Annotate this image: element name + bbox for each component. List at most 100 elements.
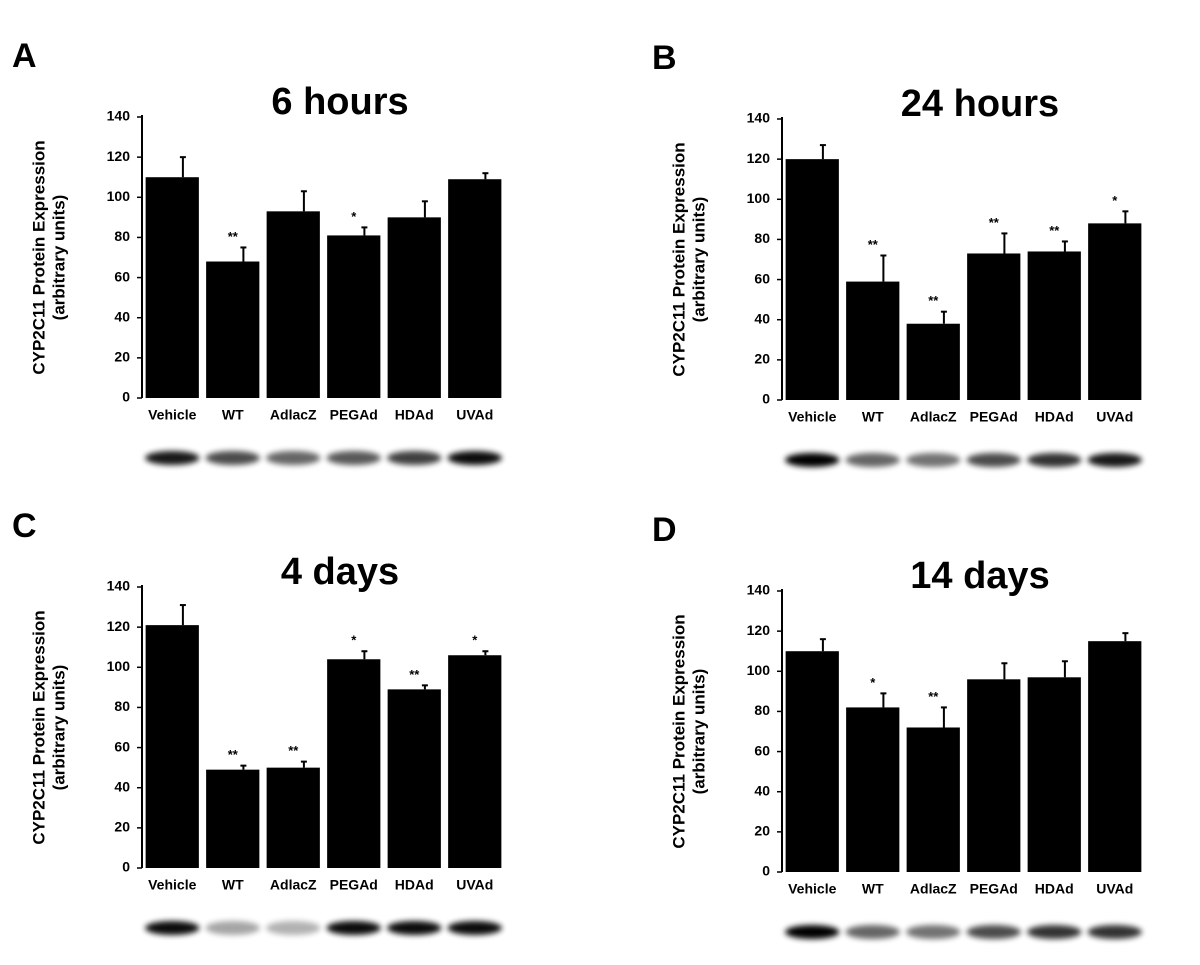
blot-band [326,451,381,465]
y-tick-label: 120 [747,622,771,638]
x-tick-label: WT [862,881,884,897]
x-tick-label: UVAd [456,877,493,893]
y-axis-label: (arbitrary units) [689,669,708,795]
blot-band [1027,925,1082,939]
x-tick-label: UVAd [1096,881,1133,897]
bar [145,625,199,868]
bar [448,179,502,398]
panel-label: B [652,39,677,77]
bar [846,707,900,872]
panel-label: C [12,507,37,545]
y-tick-label: 100 [747,662,771,678]
x-tick-label: HDAd [395,877,434,893]
blot-band [1087,925,1142,939]
significance-label: ** [1049,223,1060,238]
bar [145,177,199,398]
y-tick-label: 60 [754,270,770,286]
blot-band [387,921,442,935]
y-tick-label: 40 [114,308,130,324]
bar [1088,223,1142,400]
x-tick-label: Vehicle [148,877,196,893]
y-tick-label: 120 [107,618,131,634]
y-tick-label: 20 [754,351,770,367]
blot-band [1087,453,1142,467]
bar [967,679,1021,872]
y-tick-label: 0 [122,389,130,405]
y-axis-label: CYP2C11 Protein Expression [29,140,48,374]
y-tick-label: 20 [754,823,770,839]
y-tick-label: 20 [114,349,130,365]
panel-label: A [12,37,37,75]
blot-band [266,451,321,465]
blot-band [845,453,900,467]
blot-band [447,921,502,935]
chart-title: 4 days [281,551,399,593]
significance-label: ** [989,215,1000,230]
y-tick-label: 80 [114,228,130,244]
chart-title: 6 hours [271,81,408,123]
blot-band [145,451,200,465]
y-tick-label: 140 [107,578,131,594]
blot-band [906,925,961,939]
blot-band [1027,453,1082,467]
significance-label: * [351,633,357,648]
significance-label: ** [228,229,239,244]
x-tick-label: AdlacZ [910,881,957,897]
chart-title: 24 hours [901,83,1059,125]
bar [266,767,320,868]
x-tick-label: AdlacZ [270,407,317,423]
y-axis-label: (arbitrary units) [49,195,68,321]
bar [327,659,381,868]
bar [448,655,502,868]
y-tick-label: 140 [747,110,771,126]
bar [266,211,320,398]
y-tick-label: 100 [107,188,131,204]
y-tick-label: 140 [747,582,771,598]
blot-band [326,921,381,935]
y-tick-label: 100 [747,190,771,206]
bar [785,159,839,400]
bar [387,217,441,398]
x-tick-label: UVAd [1096,409,1133,425]
blot-band [266,921,321,935]
bar [846,281,900,400]
bar [206,769,260,868]
y-tick-label: 140 [107,108,131,124]
x-tick-label: Vehicle [148,407,196,423]
x-tick-label: UVAd [456,407,493,423]
chart-title: 14 days [910,555,1049,597]
x-tick-label: HDAd [1035,881,1074,897]
significance-label: ** [288,743,299,758]
bar [1027,677,1081,872]
y-axis-label: CYP2C11 Protein Expression [669,142,688,376]
y-tick-label: 0 [762,863,770,879]
bar [1088,641,1142,872]
y-axis-label: CYP2C11 Protein Expression [669,614,688,848]
bar [387,689,441,868]
significance-label: * [870,675,876,690]
blot-band [447,451,502,465]
y-tick-label: 40 [754,310,770,326]
y-tick-label: 0 [122,859,130,875]
y-tick-label: 120 [747,150,771,166]
bar [1027,251,1081,400]
significance-label: ** [409,667,420,682]
blot-band [785,453,840,467]
significance-label: ** [228,747,239,762]
blot-band [205,451,260,465]
significance-label: ** [928,689,939,704]
y-tick-label: 100 [107,658,131,674]
x-tick-label: PEGAd [330,877,378,893]
x-tick-label: Vehicle [788,881,836,897]
y-axis-label: (arbitrary units) [689,197,708,323]
y-axis-label: CYP2C11 Protein Expression [29,610,48,844]
y-tick-label: 80 [114,698,130,714]
blot-band [966,453,1021,467]
bar [785,651,839,872]
y-tick-label: 60 [114,738,130,754]
y-tick-label: 120 [107,148,131,164]
y-tick-label: 80 [754,230,770,246]
y-tick-label: 80 [754,702,770,718]
x-tick-label: Vehicle [788,409,836,425]
